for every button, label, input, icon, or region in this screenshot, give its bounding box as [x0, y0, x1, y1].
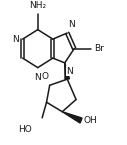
Text: N: N [69, 20, 75, 29]
Text: NH₂: NH₂ [29, 1, 46, 10]
Text: OH: OH [84, 116, 97, 125]
Text: O: O [41, 72, 48, 81]
Text: N: N [34, 73, 41, 82]
Text: Br: Br [94, 44, 104, 53]
Text: O: O [41, 72, 48, 81]
Text: HO: HO [18, 125, 31, 134]
Text: OH: OH [84, 116, 97, 125]
Text: N: N [66, 67, 73, 76]
Text: N: N [12, 35, 19, 44]
Text: N: N [66, 67, 73, 76]
Text: NH₂: NH₂ [29, 1, 46, 10]
Polygon shape [65, 63, 69, 80]
Text: HO: HO [18, 125, 31, 134]
Text: Br: Br [94, 44, 104, 53]
Text: N: N [12, 35, 19, 44]
Polygon shape [62, 112, 82, 123]
Text: N: N [34, 73, 41, 82]
Text: N: N [69, 20, 75, 29]
